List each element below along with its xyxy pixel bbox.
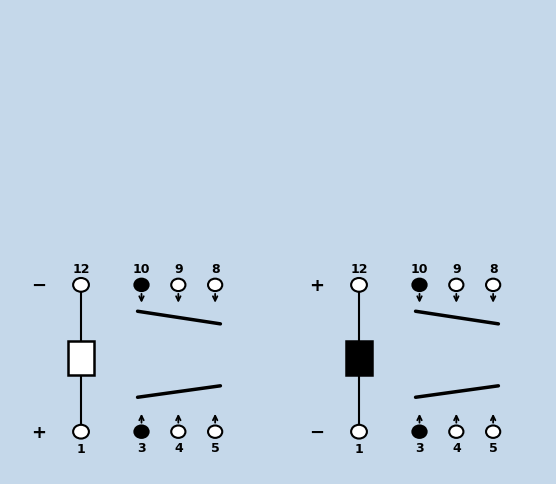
Text: 5: 5 bbox=[489, 441, 498, 454]
Bar bbox=[68, 341, 94, 376]
Text: 1: 1 bbox=[355, 442, 364, 455]
Text: 10: 10 bbox=[411, 263, 428, 276]
Text: 3: 3 bbox=[137, 441, 146, 454]
Bar bbox=[346, 341, 372, 376]
Text: 5: 5 bbox=[211, 441, 220, 454]
Text: 12: 12 bbox=[72, 262, 90, 275]
Text: 8: 8 bbox=[489, 263, 498, 276]
Circle shape bbox=[73, 425, 89, 439]
Circle shape bbox=[135, 425, 148, 438]
Text: 9: 9 bbox=[174, 263, 182, 276]
Circle shape bbox=[486, 279, 500, 291]
Text: 1: 1 bbox=[77, 442, 86, 455]
Text: +: + bbox=[310, 276, 325, 294]
Text: 10: 10 bbox=[133, 263, 150, 276]
Circle shape bbox=[135, 279, 148, 291]
Text: 9: 9 bbox=[452, 263, 460, 276]
Circle shape bbox=[449, 279, 463, 291]
Text: −: − bbox=[31, 276, 47, 294]
Text: 12: 12 bbox=[350, 262, 368, 275]
Circle shape bbox=[413, 425, 426, 438]
Text: 3: 3 bbox=[415, 441, 424, 454]
Text: +: + bbox=[32, 423, 47, 441]
Text: 8: 8 bbox=[211, 263, 220, 276]
Text: 4: 4 bbox=[452, 441, 461, 454]
Circle shape bbox=[413, 279, 426, 291]
Circle shape bbox=[73, 278, 89, 292]
Circle shape bbox=[486, 425, 500, 438]
Circle shape bbox=[351, 278, 367, 292]
Text: 4: 4 bbox=[174, 441, 183, 454]
Text: −: − bbox=[309, 423, 325, 441]
Circle shape bbox=[208, 425, 222, 438]
Circle shape bbox=[171, 279, 185, 291]
Circle shape bbox=[208, 279, 222, 291]
Circle shape bbox=[351, 425, 367, 439]
Circle shape bbox=[449, 425, 463, 438]
Circle shape bbox=[171, 425, 185, 438]
